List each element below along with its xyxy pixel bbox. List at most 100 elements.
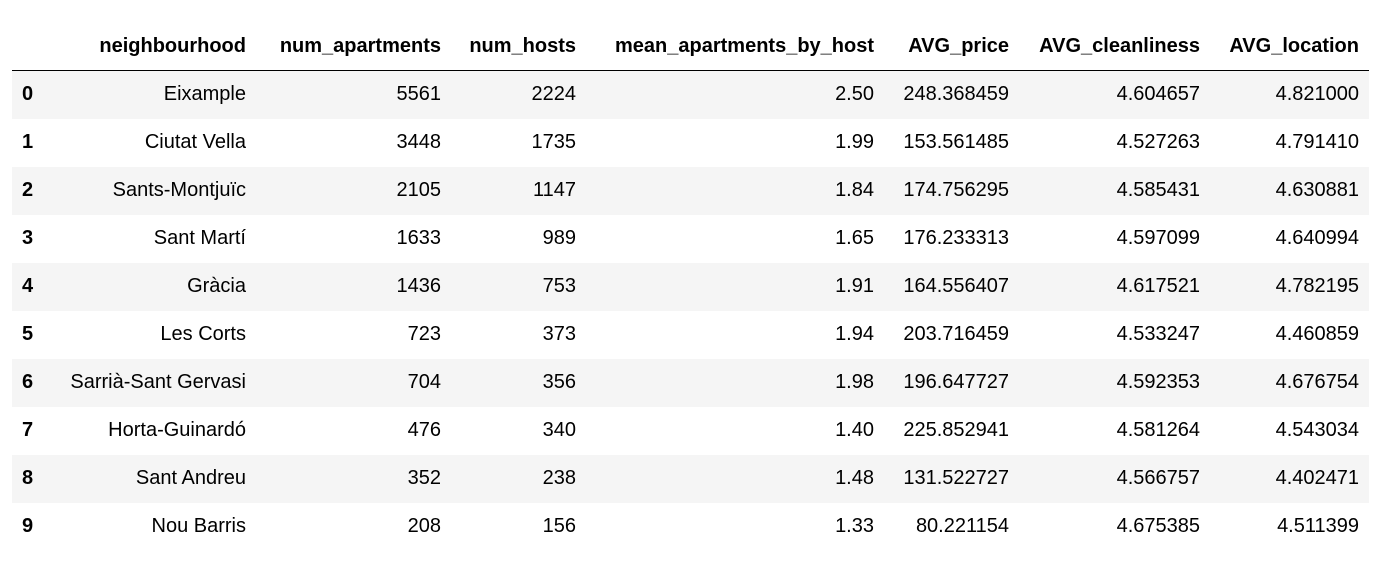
cell-num-hosts: 238 [542, 467, 576, 489]
cell-neighbourhood: Les Corts [160, 323, 246, 345]
row-index: 2 [22, 179, 34, 201]
column-header-num-hosts: num_hosts [451, 22, 586, 71]
cell-avg-location: 4.676754 [1275, 371, 1359, 393]
header-row: neighbourhood num_apartments num_hosts m… [12, 22, 1369, 71]
cell-num-apartments: 208 [407, 515, 441, 537]
cell-num-apartments: 3448 [396, 131, 442, 153]
cell-num-apartments: 476 [407, 419, 441, 441]
cell-avg-price: 153.561485 [903, 131, 1009, 153]
cell-mean-apartments-by-host: 2.50 [835, 83, 874, 106]
row-index: 7 [22, 419, 34, 441]
row-index: 9 [22, 515, 34, 537]
cell-avg-price: 131.522727 [903, 467, 1009, 489]
cell-mean-apartments-by-host: 1.40 [835, 419, 874, 441]
cell-avg-price: 174.756295 [903, 179, 1009, 201]
cell-neighbourhood: Ciutat Vella [144, 131, 246, 153]
table-row: 5 Les Corts 723 373 1.94 203.716459 4.533247 4.… [12, 310, 1369, 359]
cell-num-apartments: 704 [407, 371, 441, 393]
cell-num-apartments: 723 [407, 323, 441, 345]
table-row: 4 Gràcia 1436 753 1.91 164.556407 4.617521 4.78… [12, 262, 1369, 311]
index-header [12, 22, 46, 71]
cell-num-hosts: 156 [542, 515, 576, 537]
table-row: 3 Sant Martí 1633 989 1.65 176.233313 4.597099… [12, 214, 1369, 263]
cell-avg-cleanliness: 4.675385 [1116, 515, 1200, 537]
table-row: 9 Nou Barris 208 156 1.33 80.221154 4.675385 4.… [12, 502, 1369, 551]
cell-num-apartments: 1436 [396, 275, 442, 297]
table-row: 0 Eixample 5561 2224 2.50 248.368459 4.604657 4… [12, 70, 1369, 119]
row-index: 3 [22, 227, 34, 249]
table-body: 0 Eixample 5561 2224 2.50 248.368459 4.604657 4… [12, 70, 1369, 551]
table-row: 8 Sant Andreu 352 238 1.48 131.522727 4.566757… [12, 454, 1369, 503]
cell-avg-price: 164.556407 [903, 275, 1009, 297]
cell-mean-apartments-by-host: 1.98 [835, 371, 874, 393]
cell-avg-location: 4.640994 [1275, 227, 1359, 249]
table-row: 1 Ciutat Vella 3448 1735 1.99 153.561485 4.527… [12, 118, 1369, 167]
cell-num-hosts: 356 [542, 371, 576, 393]
cell-avg-cleanliness: 4.604657 [1116, 83, 1200, 106]
row-index: 1 [22, 131, 34, 153]
cell-mean-apartments-by-host: 1.94 [835, 323, 874, 345]
table-row: 7 Horta-Guinardó 476 340 1.40 225.852941 4.581… [12, 406, 1369, 455]
cell-avg-location: 4.402471 [1275, 467, 1359, 489]
row-index: 5 [22, 323, 34, 345]
cell-num-hosts: 340 [542, 419, 576, 441]
cell-avg-cleanliness: 4.566757 [1116, 467, 1200, 489]
cell-neighbourhood: Gràcia [187, 275, 246, 297]
cell-num-apartments: 5561 [396, 83, 442, 106]
table-row: 6 Sarrià-Sant Gervasi 704 356 1.98 196.647727… [12, 358, 1369, 407]
cell-num-hosts: 1147 [532, 179, 576, 201]
cell-mean-apartments-by-host: 1.65 [835, 227, 874, 249]
cell-avg-price: 225.852941 [903, 419, 1009, 441]
cell-avg-location: 4.782195 [1275, 275, 1359, 297]
cell-avg-price: 203.716459 [903, 323, 1009, 345]
cell-num-hosts: 2224 [531, 83, 577, 106]
cell-mean-apartments-by-host: 1.91 [835, 275, 874, 297]
cell-num-hosts: 753 [542, 275, 576, 297]
row-index: 4 [22, 275, 34, 297]
cell-num-hosts: 1735 [531, 131, 577, 153]
cell-avg-price: 196.647727 [903, 371, 1009, 393]
cell-avg-cleanliness: 4.597099 [1116, 227, 1200, 249]
cell-avg-cleanliness: 4.581264 [1116, 419, 1200, 441]
cell-avg-location: 4.543034 [1275, 419, 1359, 441]
column-header-avg-location: AVG_location [1210, 22, 1369, 71]
cell-avg-price: 80.221154 [915, 515, 1009, 537]
cell-num-apartments: 352 [407, 467, 441, 489]
cell-mean-apartments-by-host: 1.48 [835, 467, 874, 489]
cell-avg-cleanliness: 4.527263 [1116, 131, 1200, 153]
cell-neighbourhood: Horta-Guinardó [108, 419, 246, 441]
cell-neighbourhood: Sants-Montjuïc [112, 179, 246, 201]
cell-avg-cleanliness: 4.592353 [1116, 371, 1200, 393]
cell-neighbourhood: Sant Andreu [135, 467, 246, 489]
column-header-avg-price: AVG_price [884, 22, 1019, 71]
row-index: 6 [22, 371, 34, 393]
cell-neighbourhood: Eixample [163, 83, 246, 106]
cell-avg-cleanliness: 4.533247 [1116, 323, 1200, 345]
cell-avg-location: 4.460859 [1275, 323, 1359, 345]
column-header-mean-apartments-by-host: mean_apartments_by_host [586, 22, 884, 71]
cell-neighbourhood: Sant Martí [153, 227, 246, 249]
column-header-avg-cleanliness: AVG_cleanliness [1019, 22, 1210, 71]
cell-avg-cleanliness: 4.617521 [1116, 275, 1200, 297]
cell-mean-apartments-by-host: 1.99 [835, 131, 874, 153]
cell-neighbourhood: Sarrià-Sant Gervasi [70, 371, 246, 393]
dataframe-table: neighbourhood num_apartments num_hosts m… [12, 22, 1369, 551]
column-header-neighbourhood: neighbourhood [46, 22, 256, 71]
cell-num-hosts: 373 [542, 323, 576, 345]
cell-avg-location: 4.791410 [1275, 131, 1359, 153]
cell-num-apartments: 1633 [396, 227, 442, 249]
cell-avg-location: 4.630881 [1275, 179, 1359, 201]
cell-mean-apartments-by-host: 1.33 [835, 515, 874, 537]
row-index: 0 [22, 83, 34, 106]
cell-num-hosts: 989 [542, 227, 576, 249]
row-index: 8 [22, 467, 34, 489]
cell-num-apartments: 2105 [396, 179, 442, 201]
cell-avg-price: 248.368459 [903, 83, 1009, 106]
cell-neighbourhood: Nou Barris [151, 515, 246, 537]
table-row: 2 Sants-Montjuïc 2105 1147 1.84 174.756295 4.5… [12, 166, 1369, 215]
cell-avg-location: 4.821000 [1275, 83, 1359, 106]
column-header-num-apartments: num_apartments [256, 22, 451, 71]
cell-avg-price: 176.233313 [903, 227, 1009, 249]
cell-avg-cleanliness: 4.585431 [1116, 179, 1200, 201]
